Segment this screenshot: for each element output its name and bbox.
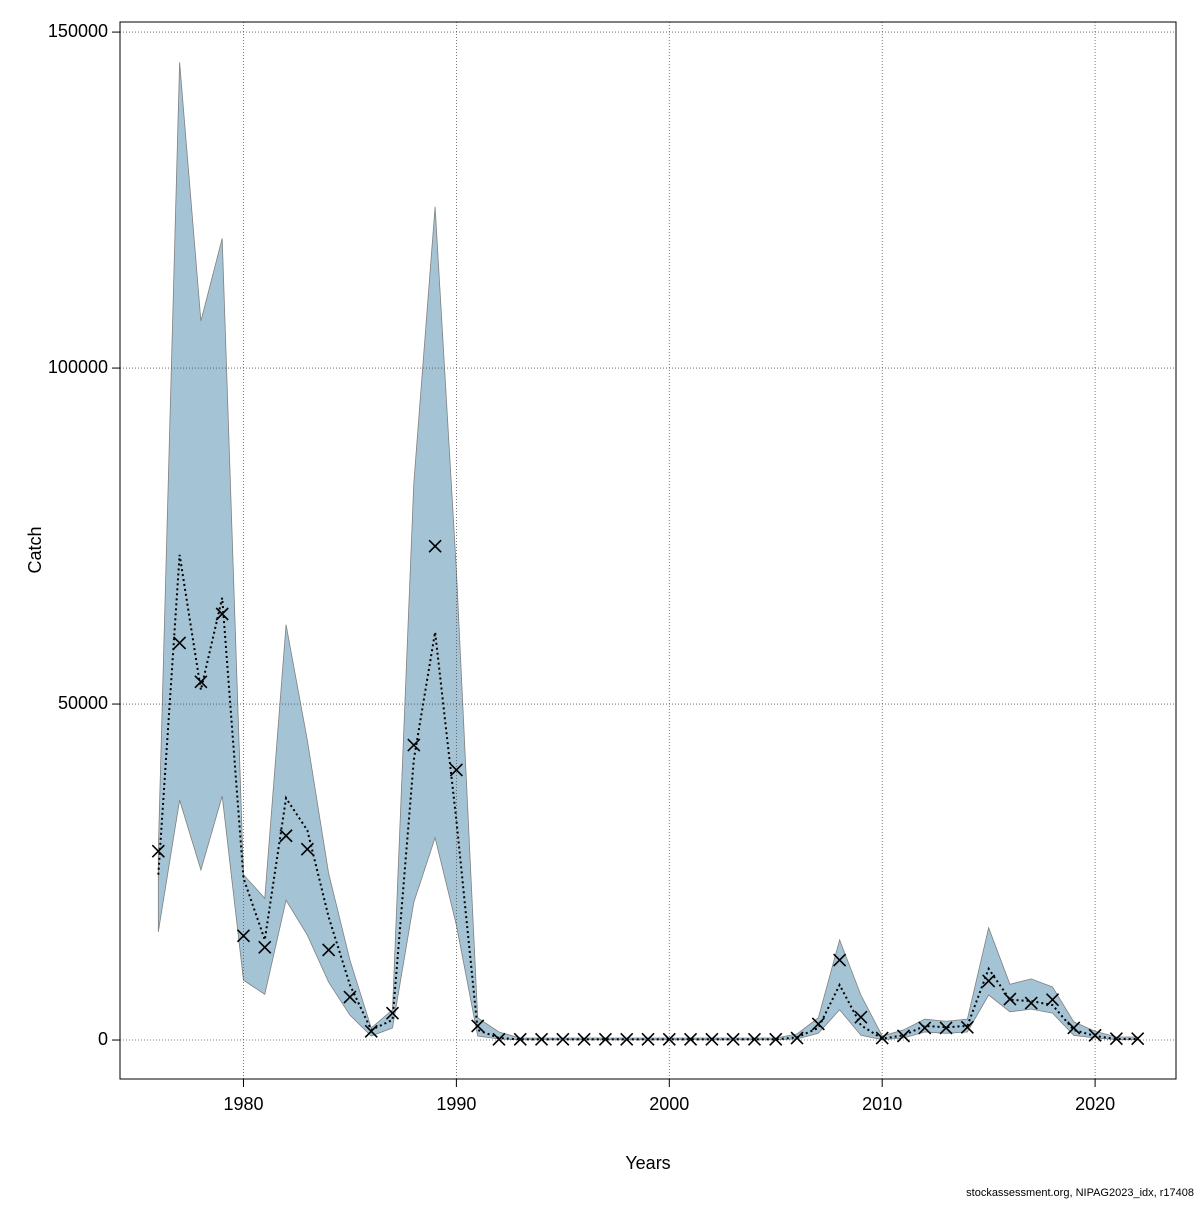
observed-marker	[258, 940, 272, 954]
footer: stockassessment.org, NIPAG2023_idx, r174…	[966, 1187, 1194, 1199]
y-tick-label: 150000	[48, 21, 108, 41]
observed-marker	[151, 844, 165, 858]
observed-marker	[322, 943, 336, 957]
x-tick-label: 1990	[436, 1094, 476, 1114]
y-tick-label: 50000	[58, 693, 108, 713]
observed-marker	[620, 1032, 634, 1046]
observed-marker	[769, 1032, 783, 1046]
y-tick-label: 0	[98, 1029, 108, 1049]
y-tick-label: 100000	[48, 357, 108, 377]
observed-marker	[662, 1032, 676, 1046]
observed-marker	[173, 636, 187, 650]
predicted-line	[157, 554, 1138, 1041]
observed-marker	[428, 539, 442, 553]
observed-marker	[598, 1032, 612, 1046]
observed-marker	[1003, 992, 1017, 1006]
confidence-band	[157, 62, 1139, 1041]
observed-marker	[492, 1032, 506, 1046]
observed-marker	[1024, 996, 1038, 1010]
y-axis-label: Catch	[25, 526, 45, 573]
observed-marker	[513, 1032, 527, 1046]
observed-marker	[577, 1032, 591, 1046]
observed-marker	[811, 1017, 825, 1031]
x-tick-label: 1980	[223, 1094, 263, 1114]
x-tick-label: 2020	[1075, 1094, 1115, 1114]
observed-marker	[1131, 1032, 1145, 1046]
observed-marker	[194, 675, 208, 689]
observed-marker	[960, 1020, 974, 1034]
observed-marker	[407, 738, 421, 752]
plot-frame	[119, 21, 1177, 1080]
x-tick-label: 2010	[862, 1094, 902, 1114]
observed-marker	[833, 953, 847, 967]
observed-marker	[449, 763, 463, 777]
observed-marker	[279, 829, 293, 843]
x-axis-label: Years	[625, 1153, 670, 1173]
observed-marker	[1045, 993, 1060, 1007]
observed-marker	[343, 990, 357, 1004]
observed-marker	[684, 1032, 698, 1046]
x-tick-label: 2000	[649, 1094, 689, 1114]
observed-marker	[236, 929, 251, 943]
observed-marker	[939, 1021, 953, 1035]
observed-marker	[854, 1010, 868, 1024]
observed-marker	[1109, 1032, 1123, 1046]
observed-marker	[875, 1031, 889, 1045]
observed-marker	[534, 1032, 549, 1046]
observed-marker	[747, 1032, 762, 1046]
observed-marker	[918, 1021, 932, 1035]
observed-marker	[896, 1029, 911, 1043]
